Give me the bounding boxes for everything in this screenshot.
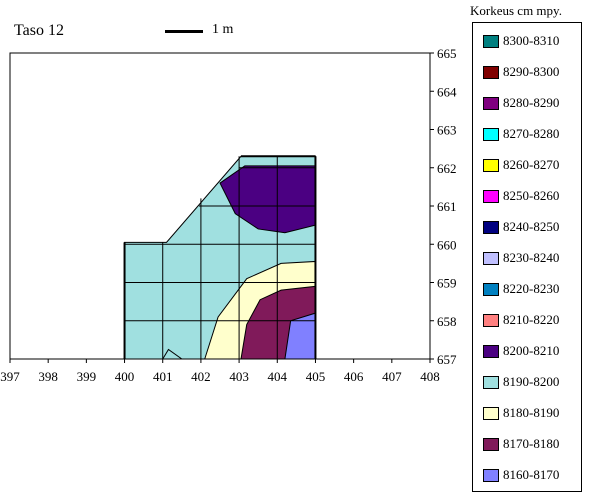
- legend-entry: 8190-8200: [483, 374, 559, 390]
- legend: 8300-8310 8290-8300 8280-8290 8270-8280 8260…: [472, 22, 582, 492]
- legend-entry: 8280-8290: [483, 95, 559, 111]
- legend-label: 8220-8230: [503, 281, 560, 296]
- y-axis: 657 658 659 660 661 662 663 664 665: [430, 46, 457, 367]
- legend-entry: 8270-8280: [483, 126, 559, 142]
- y-tick-label: 663: [437, 123, 457, 138]
- y-tick-label: 664: [437, 84, 457, 99]
- legend-swatch: [483, 251, 499, 265]
- legend-entry: 8200-8210: [483, 343, 559, 359]
- y-tick-label: 661: [437, 199, 457, 214]
- scale-bar-label: 1 m: [212, 22, 234, 37]
- legend-label: 8300-8310: [503, 33, 560, 48]
- x-tick-label: 405: [306, 369, 326, 384]
- legend-label: 8170-8180: [503, 436, 560, 451]
- legend-label: 8200-8210: [503, 343, 560, 358]
- legend-label: 8180-8190: [503, 405, 560, 420]
- x-tick-label: 402: [191, 369, 211, 384]
- x-tick-label: 397: [0, 369, 20, 384]
- legend-swatch: [483, 375, 499, 389]
- legend-swatch: [483, 158, 499, 172]
- legend-label: 8160-8170: [503, 467, 560, 482]
- x-axis: 397 398 399 400 401 402 403 404 405 406 407 408: [0, 359, 440, 384]
- legend-entry: 8160-8170: [483, 467, 559, 483]
- x-tick-label: 408: [420, 369, 440, 384]
- legend-label: 8270-8280: [503, 126, 560, 141]
- legend-title: Korkeus cm mpy.: [470, 3, 562, 18]
- legend-swatch: [483, 282, 499, 296]
- legend-swatch: [483, 96, 499, 110]
- legend-label: 8280-8290: [503, 95, 560, 110]
- legend-swatch: [483, 220, 499, 234]
- y-tick-label: 662: [437, 161, 457, 176]
- plot-grid: [123, 155, 317, 359]
- y-tick-label: 660: [437, 237, 457, 252]
- y-tick-label: 665: [437, 46, 457, 61]
- legend-swatch: [483, 406, 499, 420]
- legend-entry: 8240-8250: [483, 219, 559, 235]
- x-tick-label: 399: [77, 369, 97, 384]
- x-tick-label: 401: [153, 369, 173, 384]
- legend-swatch: [483, 189, 499, 203]
- legend-entry: 8300-8310: [483, 33, 559, 49]
- y-tick-label: 658: [437, 314, 457, 329]
- legend-label: 8230-8240: [503, 250, 560, 265]
- legend-swatch: [483, 34, 499, 48]
- x-tick-label: 403: [229, 369, 249, 384]
- x-tick-label: 404: [268, 369, 288, 384]
- legend-label: 8290-8300: [503, 64, 560, 79]
- y-tick-label: 659: [437, 276, 457, 291]
- legend-swatch: [483, 468, 499, 482]
- x-tick-label: 400: [115, 369, 135, 384]
- legend-label: 8240-8250: [503, 219, 560, 234]
- legend-entry: 8180-8190: [483, 405, 559, 421]
- legend-label: 8210-8220: [503, 312, 560, 327]
- legend-label: 8250-8260: [503, 188, 560, 203]
- legend-swatch: [483, 313, 499, 327]
- legend-swatch: [483, 127, 499, 141]
- y-tick-label: 657: [437, 352, 457, 367]
- x-tick-label: 398: [38, 369, 58, 384]
- legend-entry: 8170-8180: [483, 436, 559, 452]
- legend-entry: 8290-8300: [483, 64, 559, 80]
- legend-entry: 8230-8240: [483, 250, 559, 266]
- legend-swatch: [483, 344, 499, 358]
- scale-bar: [165, 30, 203, 33]
- legend-entry: 8220-8230: [483, 281, 559, 297]
- x-tick-label: 407: [382, 369, 402, 384]
- legend-entry: 8260-8270: [483, 157, 559, 173]
- plot-regions: [124, 155, 316, 360]
- chart-title: Taso 12: [14, 22, 64, 39]
- legend-swatch: [483, 65, 499, 79]
- legend-label: 8260-8270: [503, 157, 560, 172]
- legend-entry: 8210-8220: [483, 312, 559, 328]
- x-tick-label: 406: [344, 369, 364, 384]
- legend-label: 8190-8200: [503, 374, 560, 389]
- legend-swatch: [483, 437, 499, 451]
- legend-entry: 8250-8260: [483, 188, 559, 204]
